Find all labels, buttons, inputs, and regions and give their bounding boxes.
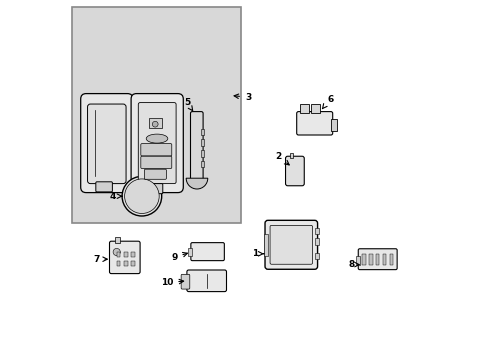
Bar <box>382 254 386 265</box>
Ellipse shape <box>146 134 167 143</box>
Bar <box>314 238 318 245</box>
Bar <box>149 118 162 128</box>
Bar <box>201 150 204 157</box>
Bar <box>201 129 204 135</box>
Bar <box>201 139 204 146</box>
Bar <box>131 261 134 266</box>
FancyBboxPatch shape <box>269 225 312 264</box>
Bar <box>117 252 120 257</box>
Text: 10: 10 <box>161 278 183 287</box>
Text: 4: 4 <box>110 192 122 201</box>
FancyBboxPatch shape <box>181 274 189 289</box>
FancyBboxPatch shape <box>190 112 203 180</box>
Bar <box>314 228 318 234</box>
Bar <box>375 254 379 265</box>
Bar <box>362 254 365 265</box>
Bar <box>389 254 392 265</box>
Bar <box>123 261 127 266</box>
FancyBboxPatch shape <box>285 156 304 186</box>
Circle shape <box>122 176 162 216</box>
FancyBboxPatch shape <box>141 156 171 168</box>
FancyBboxPatch shape <box>358 249 396 270</box>
Bar <box>131 252 134 257</box>
Text: 7: 7 <box>93 255 107 264</box>
Text: 3: 3 <box>234 93 251 102</box>
Bar <box>263 234 267 256</box>
Circle shape <box>113 248 120 256</box>
Text: 9: 9 <box>171 252 187 262</box>
Bar <box>314 253 318 259</box>
FancyBboxPatch shape <box>144 169 166 179</box>
FancyBboxPatch shape <box>264 220 317 269</box>
Bar <box>123 252 127 257</box>
Bar <box>355 256 359 265</box>
Circle shape <box>152 121 158 127</box>
Bar <box>310 104 320 113</box>
Text: 2: 2 <box>275 152 288 165</box>
Bar <box>289 153 292 158</box>
FancyBboxPatch shape <box>81 94 133 193</box>
Bar <box>115 237 120 243</box>
FancyBboxPatch shape <box>186 270 226 292</box>
Bar <box>187 248 192 256</box>
FancyBboxPatch shape <box>146 184 163 194</box>
FancyBboxPatch shape <box>138 103 176 184</box>
Bar <box>300 104 309 113</box>
Circle shape <box>124 179 159 213</box>
Wedge shape <box>186 178 207 189</box>
FancyBboxPatch shape <box>109 241 140 274</box>
Bar <box>330 119 337 131</box>
Text: 6: 6 <box>322 95 333 109</box>
Bar <box>117 261 120 266</box>
FancyBboxPatch shape <box>72 7 241 223</box>
FancyBboxPatch shape <box>96 182 112 192</box>
Text: 1: 1 <box>252 249 264 258</box>
FancyBboxPatch shape <box>141 144 171 156</box>
Text: 8: 8 <box>348 260 359 269</box>
FancyBboxPatch shape <box>131 94 183 193</box>
Bar <box>201 161 204 167</box>
FancyBboxPatch shape <box>190 243 224 261</box>
FancyBboxPatch shape <box>87 104 126 184</box>
FancyBboxPatch shape <box>296 112 332 135</box>
Bar <box>368 254 372 265</box>
Text: 5: 5 <box>183 98 192 111</box>
